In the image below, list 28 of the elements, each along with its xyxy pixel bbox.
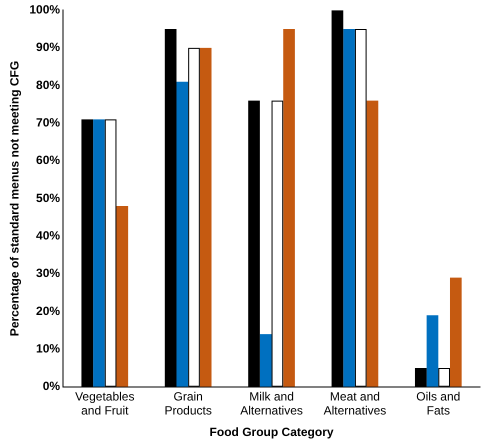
bar [343,29,355,387]
bar [260,334,272,387]
y-tick-label: 90% [36,40,60,54]
bar [200,48,212,387]
y-tick-label: 70% [36,115,60,130]
x-tick-label: Milk and Alternatives [240,389,303,418]
y-tick-label: 20% [36,304,60,318]
bar [176,82,188,387]
y-tick-label: 60% [36,153,60,168]
y-tick-label: 80% [36,78,60,92]
bar [116,206,128,387]
y-tick-label: 40% [36,228,60,242]
x-tick-label: Oils and Fats [416,389,460,418]
y-tick-label: 0% [42,379,60,394]
y-tick-label: 100% [29,2,60,17]
bar [450,278,462,387]
bar [283,29,295,387]
x-tick-label: Grain Products [164,389,212,418]
bar [426,315,438,387]
x-axis-title: Food Group Category [210,425,334,440]
y-tick-label: 30% [36,266,60,280]
y-axis-title: Percentage of standard menus not meeting CFG [8,60,22,336]
x-tick-label: Meat and Alternatives [324,389,386,418]
bar [93,119,105,387]
bar [366,100,378,387]
y-tick-label: 50% [36,190,60,205]
y-tick-label: 10% [36,341,60,356]
x-tick-label: Vegetables and Fruit [75,389,134,418]
